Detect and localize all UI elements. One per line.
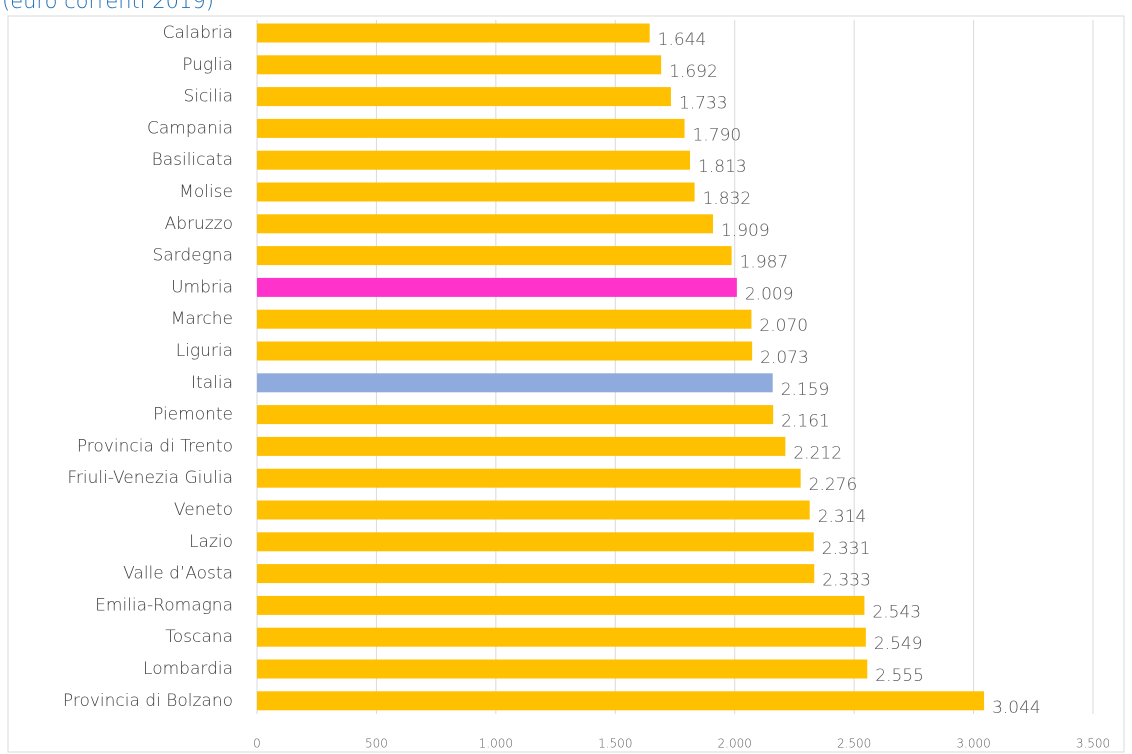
data-label: 1.813	[698, 157, 747, 177]
bar	[257, 468, 801, 488]
data-label: 1.987	[740, 253, 789, 273]
data-label: 2.009	[745, 284, 794, 304]
y-tick-label: Provincia di Trento	[77, 436, 233, 456]
data-label: 2.549	[874, 634, 923, 654]
bar	[257, 87, 671, 107]
data-label: 2.276	[809, 475, 858, 495]
bar	[257, 182, 695, 202]
data-label: 2.159	[781, 380, 830, 400]
data-label: 1.644	[658, 30, 707, 50]
y-tick-label: Italia	[191, 373, 233, 393]
y-tick-label: Sardegna	[152, 246, 233, 266]
data-label: 1.909	[721, 221, 770, 241]
bar	[257, 309, 752, 329]
bar	[257, 659, 868, 679]
y-tick-label: Emilia-Romagna	[95, 595, 233, 615]
x-tick-label: 1.500	[598, 737, 632, 751]
data-label: 2.331	[822, 539, 871, 559]
y-tick-label: Valle d’Aosta	[123, 564, 233, 584]
y-tick-label: Provincia di Bolzano	[63, 691, 233, 711]
bar	[257, 246, 732, 266]
bar	[257, 150, 691, 170]
data-label: 2.543	[872, 602, 921, 622]
bar	[257, 500, 810, 520]
bar	[257, 405, 774, 425]
y-tick-label: Friuli-Venezia Giulia	[67, 468, 233, 488]
data-label: 2.161	[781, 412, 830, 432]
y-tick-label: Umbria	[171, 277, 233, 297]
data-label: 2.555	[875, 666, 924, 686]
x-tick-label: 2.000	[718, 737, 752, 751]
bar	[257, 532, 814, 552]
bar	[257, 23, 650, 43]
x-tick-label: 3.500	[1076, 737, 1110, 751]
y-tick-label: Marche	[171, 309, 233, 329]
y-tick-label: Calabria	[163, 23, 233, 43]
y-tick-label: Liguria	[176, 341, 233, 361]
bar	[257, 691, 985, 711]
data-label: 2.333	[822, 571, 871, 591]
y-tick-label: Toscana	[165, 627, 233, 647]
x-tick-label: 3.000	[956, 737, 990, 751]
y-tick-label: Abruzzo	[165, 214, 233, 234]
y-tick-label: Lombardia	[143, 659, 233, 679]
data-label: 2.314	[818, 507, 867, 527]
data-label: 3.044	[992, 698, 1041, 718]
bar	[257, 118, 685, 138]
chart-frame	[7, 15, 1125, 753]
y-tick-label: Molise	[179, 182, 233, 202]
bar	[257, 595, 865, 615]
x-tick-label: 2.500	[837, 737, 871, 751]
bar	[257, 436, 786, 456]
data-label: 1.692	[669, 62, 718, 82]
x-tick-label: 0	[253, 737, 261, 751]
bar	[257, 373, 773, 393]
y-tick-label: Sicilia	[184, 87, 233, 107]
bar	[257, 564, 815, 584]
data-label: 1.733	[679, 94, 728, 114]
y-tick-label: Puglia	[182, 55, 233, 75]
data-label: 2.212	[793, 443, 842, 463]
x-tick-label: 1.000	[479, 737, 513, 751]
y-tick-label: Veneto	[174, 500, 233, 520]
data-label: 2.070	[759, 316, 808, 336]
data-label: 2.073	[760, 348, 809, 368]
bar	[257, 214, 713, 234]
data-label: 1.790	[693, 125, 742, 145]
bar	[257, 627, 866, 647]
bar	[257, 55, 662, 75]
data-label: 1.832	[703, 189, 752, 209]
x-tick-label: 500	[365, 737, 388, 751]
y-tick-label: Basilicata	[152, 150, 233, 170]
bar	[257, 277, 737, 297]
y-tick-label: Piemonte	[153, 405, 233, 425]
bar	[257, 341, 753, 361]
y-tick-label: Lazio	[189, 532, 233, 552]
y-tick-label: Campania	[147, 118, 233, 138]
chart-subtitle: (euro correnti 2019)	[2, 0, 214, 13]
